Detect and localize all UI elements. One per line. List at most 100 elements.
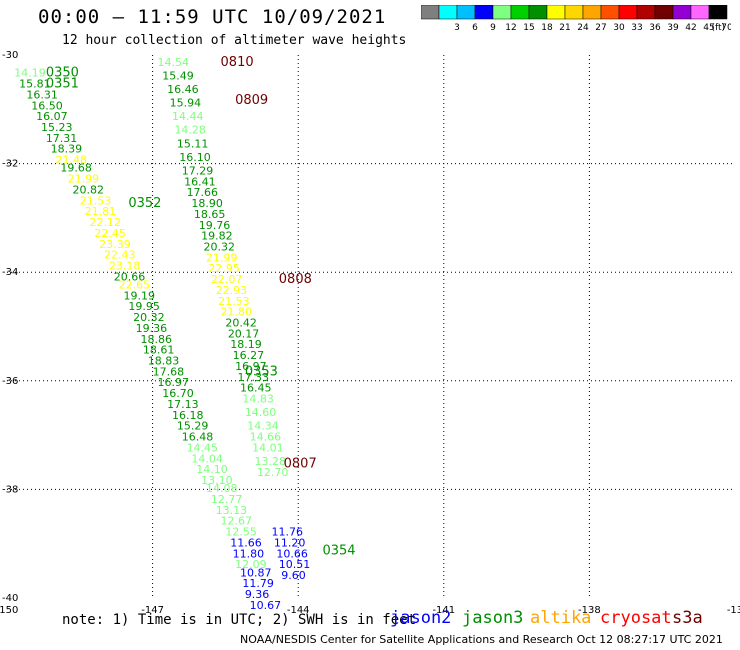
wave-height-point: 15.94 [170,97,202,110]
wave-height-point: 22.65 [119,278,151,291]
wave-height-point: 14.08 [206,482,238,495]
wave-height-point: 15.49 [162,69,194,82]
satellite-jason3-label: jason3 [462,608,524,628]
wave-height-point: 18.83 [148,355,180,368]
wave-height-point: 22.07 [211,273,243,286]
legend-label: 39 [667,23,679,33]
wave-height-point: 17.29 [182,164,214,177]
wave-height-point: 14.45 [187,441,219,454]
wave-height-point: 18.39 [51,143,83,156]
pass-time-label: 0351 [46,77,79,92]
wave-height-point: 21.80 [221,306,253,319]
wave-height-point: 13.28 [255,455,287,468]
x-tick-label: -147 [141,605,164,616]
legend-label: 70 [721,23,731,33]
wave-height-point: 10.87 [240,566,272,579]
wave-height-point: 22.12 [90,216,122,229]
wave-height-point: 22.45 [94,227,126,240]
legend-label: 36 [649,23,661,33]
wave-height-point: 14.10 [196,463,228,476]
wave-height-point: 14.54 [157,56,189,69]
x-tick-label: -150 [0,605,18,616]
legend-swatch [456,5,476,20]
legend-label: 21 [559,23,570,33]
wave-height-point: 15.23 [41,121,72,134]
wave-height-point: 19.82 [201,230,233,243]
y-tick-label: -30 [2,50,18,61]
wave-height-point: 16.46 [167,83,199,96]
wave-height-point: 16.97 [157,376,189,389]
legend-swatch [546,5,566,20]
legend-swatch [654,5,674,20]
wave-height-point: 17.33 [238,371,269,384]
wave-height-point: 17.31 [46,132,78,145]
wave-height-point: 21.53 [218,295,250,308]
x-tick-label: -13 [727,605,740,616]
wave-height-point: 18.65 [194,208,226,221]
wave-height-point: 18.86 [140,333,172,346]
pass-time-label: 0807 [284,457,317,472]
wave-height-point: 23.18 [109,259,141,272]
y-tick-label: -40 [2,593,18,604]
wave-height-point: 15.29 [177,420,209,433]
wave-height-point: 20.32 [204,240,236,253]
legend-swatch [510,5,530,20]
wave-height-point: 14.66 [250,431,282,444]
wave-height-point: 14.19 [14,67,46,80]
wave-height-point: 16.41 [184,175,216,188]
legend-swatch [636,5,656,20]
legend-swatch [672,5,692,20]
legend-label: 33 [631,23,642,33]
wave-height-point: 22.95 [208,262,240,275]
wave-height-point: 16.70 [162,387,194,400]
legend-label: 45 [703,23,714,33]
pass-time-label: 0352 [128,196,161,211]
legend-swatch [421,5,440,20]
wave-height-point: 19.95 [128,300,160,313]
wave-height-point: 14.83 [242,393,273,406]
legend-swatch [618,5,638,20]
legend-label: 42 [685,23,696,33]
wave-height-point: 22.43 [104,249,136,262]
wave-height-point: 16.50 [31,99,63,112]
y-tick-label: -34 [2,267,18,278]
satellite-cryosat-label: cryosat [600,608,672,628]
wave-height-point: 21.48 [56,154,88,167]
color-legend: 3 6 9 12 15 18 21 24 27 30 33 36 39 42 45 70(ft) [421,5,731,33]
wave-height-point: 10.51 [279,558,311,571]
wave-height-point: 20.42 [225,317,257,330]
legend-swatch [528,5,548,20]
legend-swatch [708,5,728,20]
wave-height-point: 16.07 [36,110,67,123]
wave-height-point: 11.20 [274,536,306,549]
wave-height-point: 20.17 [228,327,260,340]
pass-time-label: 0808 [279,272,312,287]
wave-height-point: 15.11 [177,137,209,150]
wave-height-point: 19.19 [123,289,155,302]
y-tick-label: -38 [2,484,18,495]
wave-height-point: 14.04 [191,452,223,465]
wave-height-point: 16.18 [172,409,204,422]
wave-height-point: 18.90 [191,197,223,210]
wave-height-point: 21.81 [85,205,117,218]
x-tick-label: -141 [432,605,455,616]
wave-height-point: 21.99 [206,251,238,264]
wave-height-point: 15.81 [19,78,50,91]
legend-label: 27 [595,23,606,33]
wave-height-point: 23.39 [99,238,131,251]
wave-height-point: 18.61 [143,344,175,357]
wave-height-point: 22.93 [216,284,248,297]
wave-height-point: 16.97 [235,360,267,373]
pass-time-label: 0350 [46,66,79,81]
legend-label: 9 [490,23,496,33]
wave-height-point: 12.70 [257,466,289,479]
wave-height-point: 13.13 [216,504,248,517]
pass-time-label: 0353 [245,364,278,379]
page-title: 00:00 – 11:59 UTC 10/09/2021 [38,6,387,28]
wave-height-point: 20.82 [73,183,105,196]
wave-height-point: 19.68 [60,162,92,175]
legend-swatch [600,5,620,20]
wave-height-point: 10.67 [250,599,282,612]
